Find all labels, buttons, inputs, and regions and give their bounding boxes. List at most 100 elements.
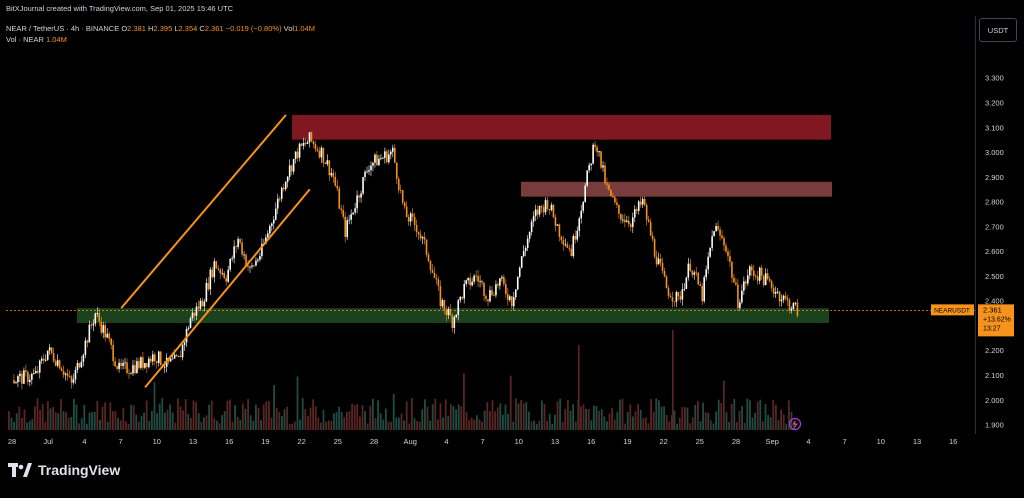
mid-resistance-zone[interactable] — [521, 181, 832, 197]
volume-bar — [252, 420, 255, 430]
volume-bar — [660, 406, 663, 430]
lightning-icon[interactable] — [788, 417, 802, 431]
candle-body — [257, 259, 259, 261]
volume-bar — [434, 398, 437, 430]
candle-body — [334, 176, 337, 186]
candle-body — [558, 224, 561, 237]
candle-body — [715, 225, 717, 232]
candle-body — [296, 151, 299, 158]
candle-body — [768, 278, 771, 281]
candle-body — [36, 370, 39, 373]
volume-bar — [351, 403, 353, 430]
candle-body — [163, 366, 166, 368]
candle-body — [469, 277, 471, 286]
candle-body — [118, 362, 120, 369]
volume-bar — [195, 402, 197, 430]
volume-bar — [148, 420, 151, 430]
resistance-zone[interactable] — [292, 114, 831, 140]
candle-body — [772, 287, 775, 294]
volume-bar — [676, 423, 678, 430]
y-tick-label: 2.500 — [985, 272, 1004, 281]
volume-bar — [41, 403, 44, 430]
volume-bar — [21, 417, 23, 430]
candle-body — [681, 289, 684, 300]
price-scale-unit-button[interactable]: USDT — [979, 18, 1017, 42]
volume-bar — [465, 411, 468, 430]
volume-bar — [93, 411, 96, 430]
candle-body — [677, 292, 680, 297]
candle-body — [653, 239, 656, 257]
candle-body — [749, 266, 751, 276]
candle-body — [784, 295, 787, 298]
candle-body — [552, 204, 555, 218]
candle-body — [116, 366, 118, 369]
candle-body — [340, 208, 343, 211]
candle-body — [102, 325, 105, 333]
candle-body — [134, 365, 136, 374]
volume-bar — [400, 413, 403, 430]
candle-body — [94, 313, 97, 324]
volume-bar — [156, 413, 158, 430]
lightning-icon-bolt — [792, 419, 798, 429]
volume-bar — [790, 411, 793, 430]
candle-body — [570, 248, 573, 257]
candle-body — [64, 373, 67, 375]
candle-body — [427, 254, 430, 262]
volume-bar — [522, 403, 525, 430]
volume-bar — [299, 419, 301, 430]
candle-body — [286, 176, 289, 182]
volume-bar — [502, 414, 504, 430]
volume-bar — [307, 415, 309, 430]
candle-body — [622, 219, 624, 221]
candle-body — [253, 265, 255, 267]
candle-body — [608, 184, 610, 190]
candle-body — [633, 209, 636, 218]
volume-bar — [234, 405, 236, 430]
volume-bar — [229, 399, 231, 430]
symbol-name[interactable]: NEAR / TetherUS · 4h · BINANCE — [6, 24, 120, 33]
candle-body — [481, 280, 483, 283]
candle-body — [594, 144, 596, 147]
candle-body — [725, 245, 727, 252]
channel-line-lower[interactable] — [144, 188, 311, 389]
x-tick-label: 19 — [623, 437, 631, 446]
volume-indicator-label[interactable]: Vol · NEAR — [6, 35, 44, 44]
candle-body — [651, 235, 654, 240]
volume-bar — [543, 404, 546, 430]
candle-body — [796, 302, 799, 316]
candle-body — [752, 270, 755, 276]
candle-body — [25, 370, 27, 372]
volume-bar — [18, 406, 21, 430]
channel-line-upper[interactable] — [120, 114, 287, 309]
tradingview-logo[interactable]: TradingView — [8, 462, 120, 478]
volume-bar — [712, 423, 715, 430]
candle-body — [433, 272, 436, 278]
volume-bar — [169, 404, 171, 430]
volume-bar — [385, 408, 387, 430]
volume-bar — [658, 400, 660, 430]
candle-body — [774, 292, 777, 294]
volume-bar — [200, 421, 203, 430]
candle-body — [290, 165, 293, 172]
volume-bar — [275, 408, 278, 430]
volume-bar — [663, 406, 665, 430]
candle-body — [324, 162, 327, 164]
candle-body — [332, 172, 335, 177]
candle-body — [96, 313, 99, 314]
candle-body — [542, 207, 545, 213]
volume-bar — [39, 409, 41, 430]
volume-bar — [517, 403, 520, 430]
volume-bar — [52, 407, 54, 430]
volume-bar — [377, 400, 379, 430]
candle-body — [477, 275, 479, 282]
volume-bar — [231, 421, 234, 430]
volume-bar — [174, 422, 177, 430]
candle-body — [588, 165, 590, 171]
candle-body — [360, 193, 362, 198]
volume-bar — [54, 412, 57, 430]
volume-bar — [593, 405, 595, 430]
volume-bar — [361, 405, 364, 430]
candle-body — [669, 295, 672, 298]
